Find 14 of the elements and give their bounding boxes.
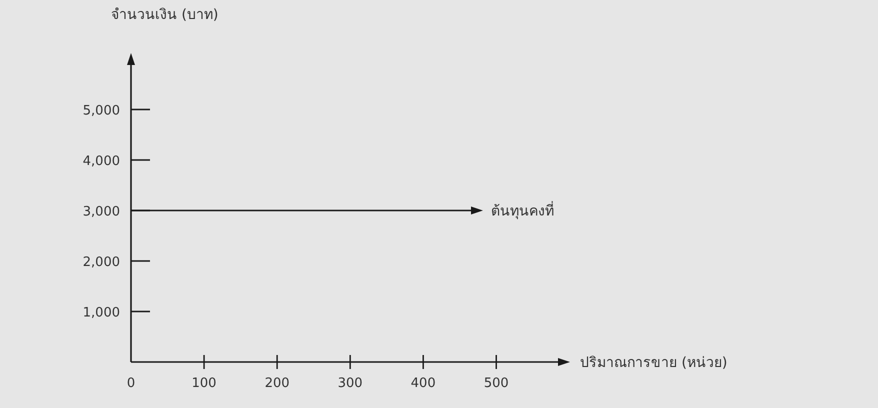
ref-line-label: ต้นทุนคงที่	[491, 202, 554, 220]
y-tick-label: 5,000	[82, 104, 120, 118]
y-tick-label: 2,000	[82, 255, 120, 270]
x-tick-label: 400	[410, 376, 436, 391]
x-tick-label: 100	[192, 376, 216, 391]
y-axis-title: จำนวนเงิน (บาท)	[111, 7, 218, 23]
y-tick-label: 4,000	[82, 154, 120, 169]
y-tick-label: 3,000	[82, 204, 120, 220]
x-tick-label: 300	[338, 376, 363, 391]
y-tick-label: 1,000	[82, 306, 120, 320]
x-tick-label: 200	[264, 376, 290, 391]
x-tick-label: 500	[484, 376, 509, 391]
x-tick-label: 0	[126, 376, 136, 391]
x-axis-title: ปริมาณการขาย (หน่วย)	[580, 355, 728, 371]
